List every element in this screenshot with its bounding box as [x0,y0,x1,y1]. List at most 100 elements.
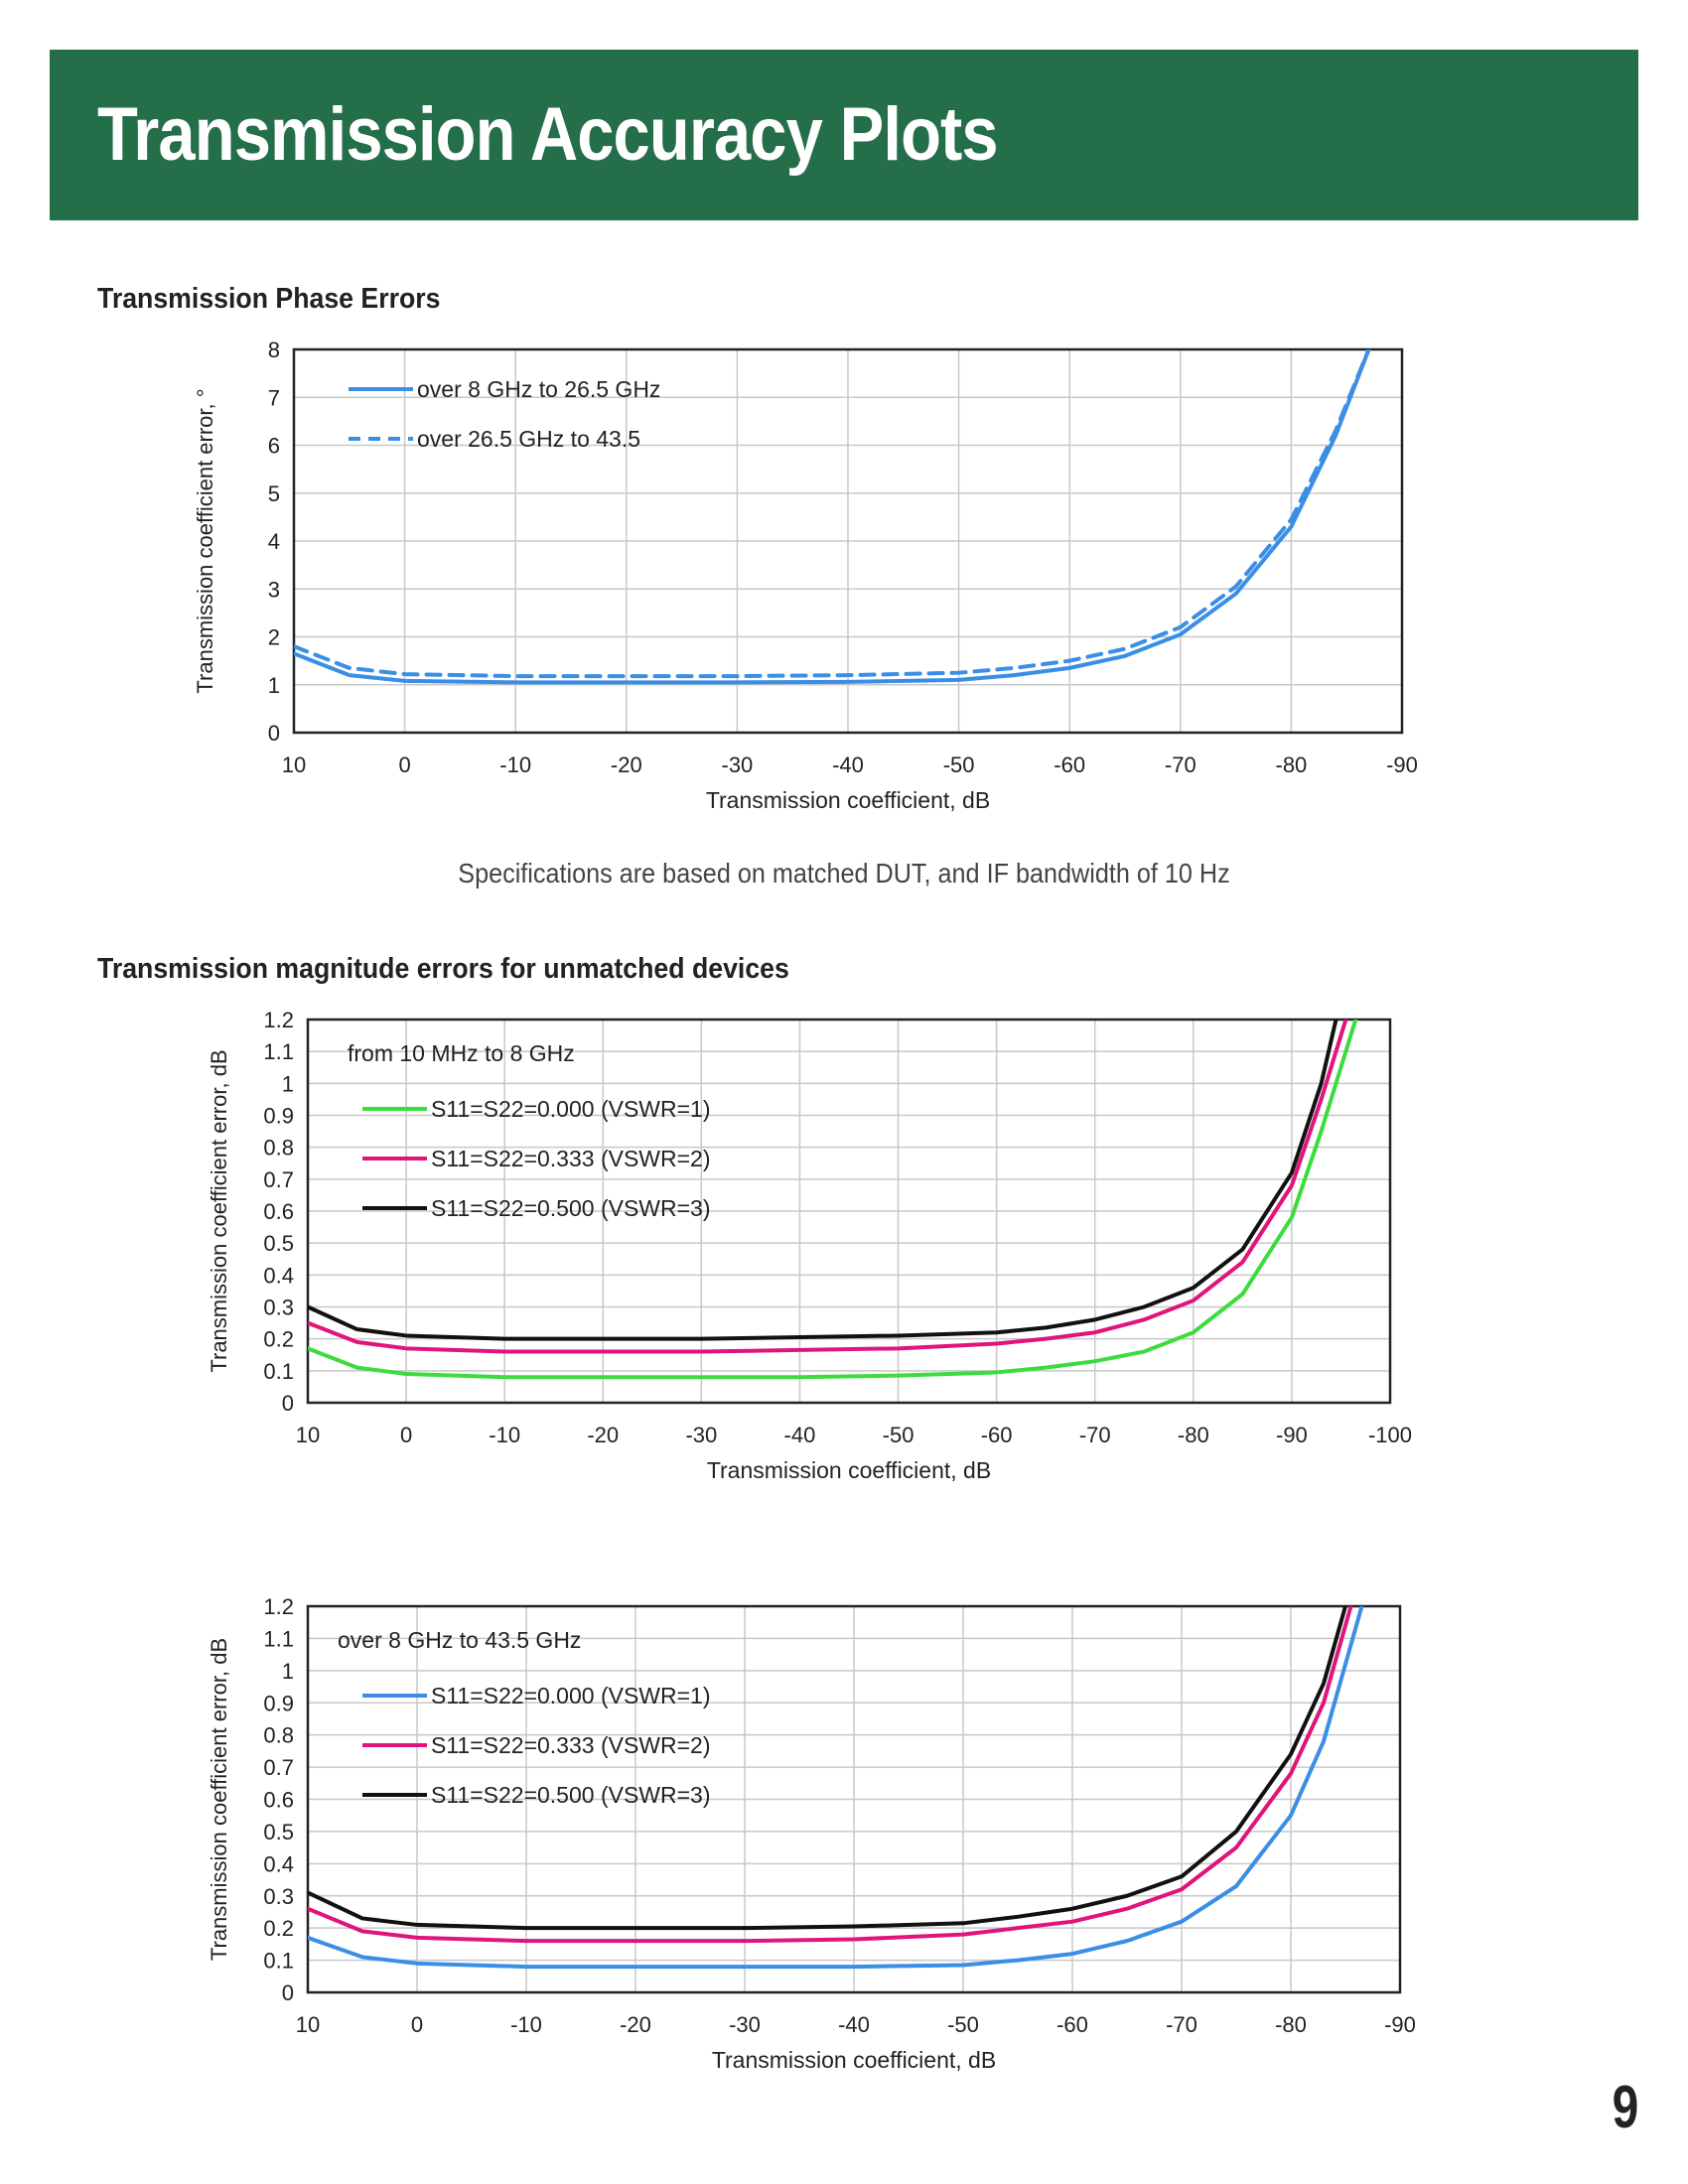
y-axis-title: Transmission coefficient error, dB [207,1049,231,1372]
series-group [308,1606,1364,1970]
x-tick-label: -100 [1368,1423,1412,1447]
y-tick-label: 1 [282,1659,294,1684]
x-tick-label: -10 [499,752,531,777]
magnitude-error-chart-low-band-svg: 10 0 -10 -20 -30 -40 -50 -60 -70 -80 -90 -10000.10.… [207,1008,1412,1483]
x-tick-label: -20 [611,752,642,777]
page-title: Transmission Accuracy Plots [97,92,999,177]
x-tick-label: 10 [282,752,306,777]
series-group [294,349,1371,685]
y-tick-label: 0.9 [263,1691,294,1715]
x-tick-label: -30 [729,2012,761,2037]
y-tick-label: 0.4 [263,1263,294,1288]
x-tick-label: -20 [620,2012,651,2037]
y-tick-label: 6 [268,434,280,459]
phase-error-chart-svg: 10 0 -10 -20 -30 -40 -50 -60 -70 -80 -90012345678T… [193,338,1418,813]
legend-label-2: S11=S22=0.333 (VSWR=2) [431,1146,711,1171]
phase-error-chart: 10 0 -10 -20 -30 -40 -50 -60 -70 -80 -90 0 1 2 3 4 5 6 7 8 T… [0,328,1688,834]
y-tick-label: 0 [268,721,280,746]
x-tick-label: -50 [947,2012,979,2037]
x-tick-label: -60 [1054,752,1085,777]
x-tick-label: -90 [1276,1423,1308,1447]
x-tick-label: -40 [838,2012,870,2037]
x-axis-title: Transmission coefficient, dB [706,787,990,813]
x-tick-label: -40 [832,752,864,777]
series-line-3 [308,1606,1347,1931]
x-tick-label: -60 [981,1423,1013,1447]
x-tick-label: 0 [400,1423,412,1447]
series-group [308,1020,1358,1380]
x-axis-title: Transmission coefficient, dB [712,2047,996,2073]
x-tick-label: -60 [1056,2012,1088,2037]
x-tick-label: -10 [510,2012,542,2037]
y-tick-label: 0.3 [263,1884,294,1909]
series-line-2 [308,1606,1353,1944]
x-tick-label: -70 [1165,752,1196,777]
plot-frame [292,347,1404,735]
series-line-1 [308,1020,1358,1380]
legend-label-1: S11=S22=0.000 (VSWR=1) [431,1096,711,1122]
x-tick-label: -30 [722,752,754,777]
x-tick-label: -80 [1178,1423,1209,1447]
x-tick-label: -80 [1275,2012,1307,2037]
legend-label-2: S11=S22=0.333 (VSWR=2) [431,1732,711,1758]
plot-frame [306,1018,1392,1405]
y-tick-label: 1.2 [263,1008,294,1032]
x-tick-label: -70 [1079,1423,1111,1447]
x-tick-label: -10 [489,1423,520,1447]
y-axis-title: Transmission coefficient error, ° [193,388,217,693]
magnitude-error-chart-high-band: 10 0 -10 -20 -30 -40 -50 -60 -70 -80 -90 0 0.1 0.2 0.3… [0,1593,1688,2110]
legend-label-1: S11=S22=0.000 (VSWR=1) [431,1683,711,1708]
series-line-1 [294,349,1371,685]
magnitude-error-chart-high-band-svg: 10 0 -10 -20 -30 -40 -50 -60 -70 -80 -9000.10.20.3… [207,1594,1416,2073]
y-tick-label: 0.6 [263,1788,294,1813]
magnitude-error-chart-low-band: 10 0 -10 -20 -30 -40 -50 -60 -70 -80 -90 -100 0 0.1 0.… [0,1003,1688,1509]
x-tick-label: -50 [943,752,975,777]
x-tick-label: -30 [685,1423,717,1447]
x-tick-label: -90 [1386,752,1418,777]
specification-note: Specifications are based on matched DUT,… [458,858,1230,888]
y-tick-label: 0.2 [263,1327,294,1352]
y-tick-label: 8 [268,338,280,362]
x-tick-label: -50 [883,1423,914,1447]
series-line-2 [308,1020,1348,1354]
legend-label-1: over 8 GHz to 26.5 GHz [417,376,660,402]
y-tick-label: 3 [268,577,280,602]
y-tick-label: 0.8 [263,1136,294,1160]
series-line-3 [308,1020,1338,1341]
y-tick-label: 0.4 [263,1851,294,1876]
y-tick-label: 2 [268,625,280,650]
y-tick-label: 0.1 [263,1949,294,1974]
phase-errors-heading: Transmission Phase Errors [97,283,441,315]
x-tick-label: 10 [296,2012,320,2037]
y-tick-label: 1.2 [263,1594,294,1619]
y-tick-label: 0.8 [263,1723,294,1748]
y-axis-title: Transmission coefficient error, dB [207,1638,231,1961]
y-tick-label: 0.7 [263,1755,294,1780]
x-tick-label: 0 [398,752,410,777]
y-tick-label: 1.1 [263,1626,294,1651]
legend-title: from 10 MHz to 8 GHz [348,1040,575,1066]
legend-label-3: S11=S22=0.500 (VSWR=3) [431,1782,711,1808]
y-tick-label: 0.5 [263,1820,294,1844]
y-tick-label: 4 [268,529,280,554]
x-tick-label: -40 [784,1423,816,1447]
y-tick-label: 7 [268,385,280,410]
y-tick-label: 0.9 [263,1104,294,1129]
legend-label-3: S11=S22=0.500 (VSWR=3) [431,1195,711,1221]
y-tick-label: 1 [268,673,280,698]
y-tick-label: 0.7 [263,1167,294,1192]
x-tick-label: -90 [1384,2012,1416,2037]
legend-label-2: over 26.5 GHz to 43.5 [417,426,640,452]
y-tick-label: 1.1 [263,1039,294,1064]
y-tick-label: 0 [282,1980,294,2005]
y-tick-label: 0.5 [263,1231,294,1256]
y-tick-label: 0.6 [263,1199,294,1224]
legend-title: over 8 GHz to 43.5 GHz [338,1627,581,1653]
page-number: 9 [1612,2074,1638,2140]
y-tick-label: 0.3 [263,1296,294,1320]
y-tick-label: 0 [282,1391,294,1416]
y-tick-label: 1 [282,1071,294,1096]
series-line-1 [308,1606,1364,1970]
x-tick-label: 10 [296,1423,320,1447]
magnitude-errors-heading: Transmission magnitude errors for unmatc… [97,953,789,985]
